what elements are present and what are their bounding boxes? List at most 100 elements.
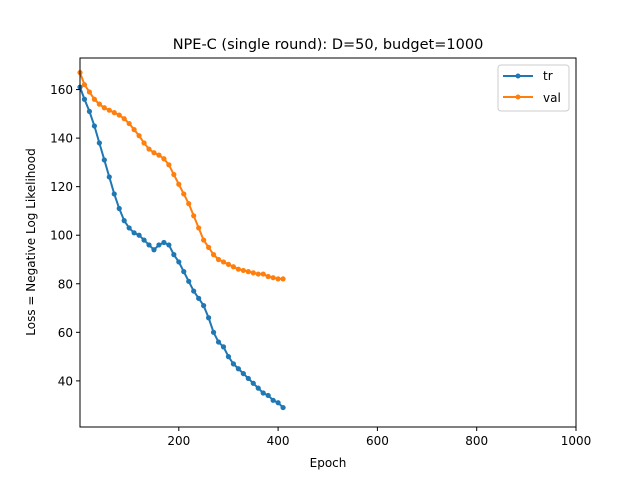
y-tick-label: 80 [58,277,73,291]
data-point-val [131,127,137,133]
data-point-val [245,269,251,275]
data-point-tr [280,404,286,411]
data-point-tr [250,380,256,386]
data-point-val [106,107,112,113]
data-point-tr [166,242,172,248]
legend: tr val [497,64,570,112]
y-tick-label: 40 [58,374,73,388]
data-point-tr [210,329,217,335]
series-layer [77,69,286,411]
data-point-tr [161,239,167,246]
data-point-val [121,116,127,122]
data-point-val [196,225,202,231]
data-point-tr [101,157,107,163]
data-point-val [136,133,142,139]
x-tick-label: 1000 [561,434,592,448]
data-point-val [186,201,192,207]
data-point-tr [171,252,177,258]
data-point-tr [141,237,147,243]
data-point-val [250,270,256,276]
data-point-tr [275,400,281,406]
x-axis-label: Epoch [310,456,347,470]
data-point-val [111,110,117,116]
data-point-tr [146,242,152,248]
data-point-tr [136,232,142,238]
data-point-tr [215,339,222,345]
y-axis-label: Loss = Negative Log Likelihood [24,148,38,335]
y-tick-label: 140 [50,132,73,146]
data-point-val [280,276,286,282]
data-point-tr [240,370,246,377]
data-point-val [191,213,197,219]
data-point-val [265,273,271,280]
data-point-val [255,271,261,277]
data-point-tr [81,96,88,102]
data-point-tr [230,361,237,367]
data-point-val [156,152,162,158]
data-point-val [270,275,276,281]
chart-title: NPE-C (single round): D=50, budget=1000 [173,37,484,53]
x-axis-ticks: 200 400 600 800 1000 [167,427,591,448]
data-point-tr [181,269,187,275]
plot-area [80,58,576,427]
data-point-val [161,156,167,162]
legend-label-val: val [543,91,561,105]
legend-label-tr: tr [543,69,553,83]
data-point-val [230,264,237,270]
data-point-tr [121,218,127,224]
data-point-val [141,140,147,146]
data-point-val [96,101,102,107]
data-point-val [220,259,227,265]
data-point-tr [220,344,227,350]
data-point-val [235,266,241,272]
data-point-val [86,89,93,95]
data-point-tr [106,174,112,180]
data-point-val [81,82,88,88]
data-point-val [210,252,217,258]
x-tick-label: 200 [167,434,190,448]
data-point-tr [131,230,137,236]
data-point-val [116,112,122,118]
data-point-tr [126,225,132,231]
data-point-val [201,237,207,243]
data-point-tr [91,123,97,129]
data-point-tr [196,295,202,301]
x-tick-label: 400 [267,434,290,448]
data-point-tr [270,397,276,403]
data-point-val [260,271,266,277]
data-point-tr [260,390,266,396]
legend-marker-val [515,94,521,100]
x-tick-label: 600 [366,434,389,448]
data-point-val [176,181,182,187]
data-point-tr [86,108,93,115]
data-point-tr [156,242,162,248]
data-point-val [91,96,97,102]
data-point-tr [265,392,271,399]
plot-frame [79,57,577,428]
data-point-val [171,171,177,178]
data-point-tr [225,354,232,360]
data-point-val [205,244,212,250]
data-point-val [240,267,246,274]
series-tr [77,84,286,411]
y-axis-ticks: 40 60 80 100 120 140 160 [50,83,80,388]
data-point-val [101,105,107,111]
y-tick-label: 60 [58,326,73,340]
data-point-tr [151,247,157,253]
data-point-tr [191,288,197,294]
data-point-tr [111,191,117,197]
legend-marker-tr [515,73,521,79]
data-point-val [146,146,152,152]
data-point-val [126,120,132,127]
data-point-tr [176,259,182,265]
data-point-val [215,256,222,263]
data-point-val [181,191,187,197]
y-tick-label: 120 [50,180,73,194]
data-point-val [225,261,232,267]
data-point-val [166,162,172,168]
data-point-tr [96,140,102,146]
data-point-tr [201,303,207,309]
y-tick-label: 160 [50,83,73,97]
data-point-tr [186,278,192,284]
